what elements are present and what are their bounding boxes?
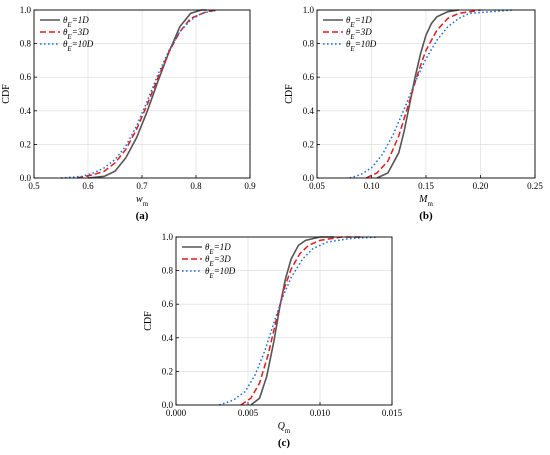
x-axis-label-sub: m xyxy=(427,200,433,208)
y-axis-label: CDF xyxy=(143,311,154,331)
series-line-2 xyxy=(365,9,481,179)
y-tick-label: 1.0 xyxy=(303,5,315,15)
x-tick-label: 0.25 xyxy=(527,181,543,191)
panel-label: (a) xyxy=(136,210,149,222)
chart-panel-1: 0.5 0.6 0.7 0.8 0.90.00.20.40.60.81.0θE=1DθE… xyxy=(1,5,256,222)
y-axis-label: CDF xyxy=(1,84,12,104)
legend-label-1: θE=1D xyxy=(346,15,372,29)
y-tick-label: 0.2 xyxy=(303,139,314,149)
x-tick-label: 0.20 xyxy=(473,181,489,191)
x-tick-label: 0.8 xyxy=(190,181,202,191)
x-tick-label: 0.05 xyxy=(309,181,325,191)
x-axis-label-main: Q xyxy=(278,421,286,432)
legend-label-1: θE=1D xyxy=(205,242,231,256)
series-line-1 xyxy=(250,236,335,406)
y-tick-label: 0.6 xyxy=(162,299,174,309)
x-tick-label: 0.7 xyxy=(136,181,148,191)
y-tick-label: 0.2 xyxy=(162,366,173,376)
x-tick-label: 0.10 xyxy=(364,181,380,191)
chart-panel-2: 0.05 0.10 0.15 0.20 0.25 0.0 0.2 0.4 0.6 0.8 1.0 θE… xyxy=(284,5,543,222)
y-tick-label: 0.0 xyxy=(162,400,174,410)
legend-label-3: θE=10D xyxy=(346,39,377,53)
y-tick-label: 0.4 xyxy=(303,106,315,116)
y-tick-label: 1.0 xyxy=(20,5,32,15)
x-tick-label: 0.15 xyxy=(418,181,434,191)
x-tick-label: 0.5 xyxy=(28,181,40,191)
y-tick-label: 0.4 xyxy=(20,106,32,116)
y-tick-label: 0.8 xyxy=(162,266,174,276)
plot-frame xyxy=(33,9,251,179)
y-tick-label: 1.0 xyxy=(162,232,174,242)
chart-panel-3: 0.000 0.005 0.010 0.015 0.0 0.2 0.4 0.6 0.8 1.0 θE… xyxy=(143,232,403,449)
legend-label-2: θE=3D xyxy=(346,27,372,41)
x-tick-label: 0.015 xyxy=(382,408,403,418)
y-tick-label: 0.2 xyxy=(20,139,31,149)
series-line-3 xyxy=(349,9,514,179)
y-tick-label: 0.8 xyxy=(20,39,32,49)
series-line-3 xyxy=(60,9,218,179)
series-line-2 xyxy=(240,236,364,406)
y-tick-label: 0.4 xyxy=(162,333,174,343)
legend-label-1: θE=1D xyxy=(63,15,89,29)
x-tick-label: 0.010 xyxy=(310,408,331,418)
y-tick-label: 0.8 xyxy=(303,39,315,49)
y-tick-label: 0.6 xyxy=(303,72,315,82)
plot-frame xyxy=(316,9,536,179)
x-axis-label: Mm xyxy=(418,194,433,208)
y-tick-label: 0.0 xyxy=(303,173,315,183)
legend-label-2: θE=3D xyxy=(205,254,231,268)
y-axis-label: CDF xyxy=(284,84,295,104)
x-tick-label: 0.9 xyxy=(244,181,256,191)
x-axis-label-sub: m xyxy=(143,200,149,208)
series-line-2 xyxy=(77,9,218,179)
plot-frame xyxy=(175,236,393,406)
y-tick-label: 0.6 xyxy=(20,72,32,82)
x-tick-label: 0.000 xyxy=(166,408,187,418)
y-tick-label: 0.0 xyxy=(20,173,32,183)
x-tick-label: 0.6 xyxy=(82,181,94,191)
panel-label: (c) xyxy=(278,437,291,449)
legend-label-3: θE=10D xyxy=(63,39,94,53)
x-axis-label-main: w xyxy=(136,194,143,205)
x-axis-label: wm xyxy=(136,194,149,208)
series-line-1 xyxy=(87,9,207,179)
panel-label: (b) xyxy=(419,210,433,222)
legend-label-3: θE=10D xyxy=(205,266,236,280)
x-axis-label: Qm xyxy=(278,421,291,435)
x-axis-label-sub: m xyxy=(285,427,291,435)
series-line-3 xyxy=(218,236,378,406)
legend-label-2: θE=3D xyxy=(63,27,89,41)
series-line-1 xyxy=(376,9,459,179)
x-tick-label: 0.005 xyxy=(238,408,259,418)
x-axis-label-main: M xyxy=(418,194,428,205)
